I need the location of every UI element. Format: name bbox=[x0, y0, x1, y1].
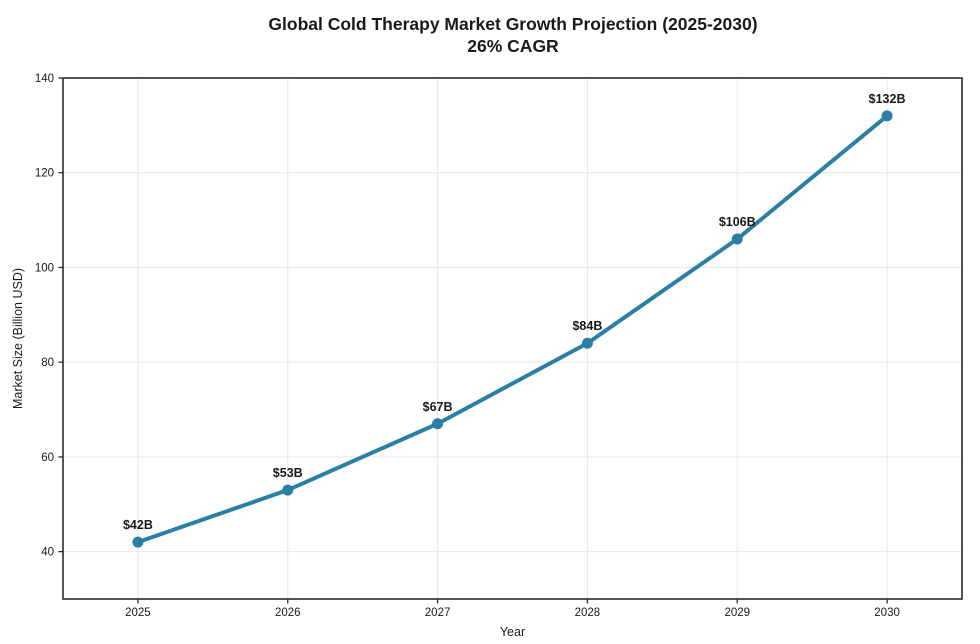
plot-border bbox=[62, 77, 963, 600]
y-tick-label-80: 80 bbox=[41, 357, 54, 369]
x-tick-label-2026: 2026 bbox=[275, 607, 301, 619]
data-label-2025: $42B bbox=[123, 518, 153, 532]
x-tick-label-2025: 2025 bbox=[125, 607, 151, 619]
data-point-2025 bbox=[132, 536, 144, 548]
data-label-2027: $67B bbox=[423, 400, 453, 414]
y-axis-label: Market Size (Billion USD) bbox=[11, 268, 25, 409]
data-point-2026 bbox=[282, 484, 294, 496]
data-point-2028 bbox=[581, 337, 593, 349]
y-tick-label-100: 100 bbox=[35, 262, 54, 274]
data-label-2030: $132B bbox=[869, 92, 906, 106]
trend-line bbox=[135, 113, 890, 545]
x-tick-label-2028: 2028 bbox=[575, 607, 601, 619]
x-tick-label-2030: 2030 bbox=[874, 607, 900, 619]
x-tick-label-2027: 2027 bbox=[425, 607, 451, 619]
data-point-2029 bbox=[731, 233, 743, 245]
chart-title-block: Global Cold Therapy Market Growth Projec… bbox=[63, 13, 963, 57]
data-label-2028: $84B bbox=[572, 319, 602, 333]
x-tick-label-2029: 2029 bbox=[724, 607, 750, 619]
chart-title: Global Cold Therapy Market Growth Projec… bbox=[268, 14, 758, 34]
y-tick-label-60: 60 bbox=[41, 452, 54, 464]
y-tick-label-40: 40 bbox=[41, 547, 54, 559]
y-tick-label-120: 120 bbox=[35, 168, 54, 180]
y-tick-label-140: 140 bbox=[35, 73, 54, 85]
data-label-2026: $53B bbox=[273, 466, 303, 480]
data-point-2027 bbox=[432, 418, 444, 430]
chart-subtitle: 26% CAGR bbox=[467, 36, 559, 56]
data-point-2030 bbox=[881, 110, 893, 122]
data-label-2029: $106B bbox=[719, 215, 756, 229]
x-axis-label: Year bbox=[500, 625, 525, 639]
